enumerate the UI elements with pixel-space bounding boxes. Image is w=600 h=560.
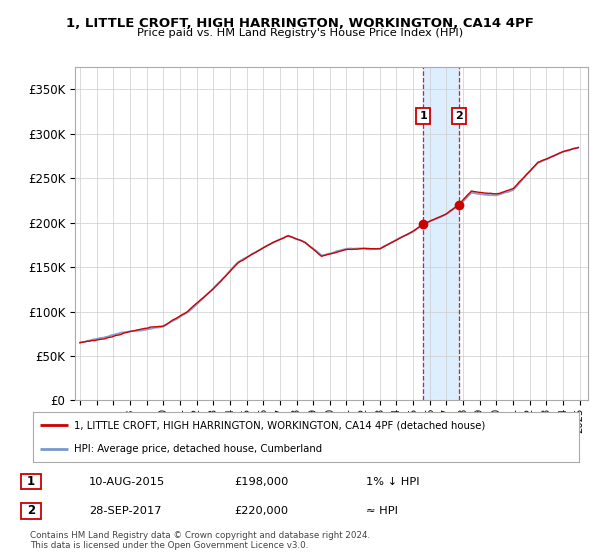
Text: 1: 1	[27, 475, 35, 488]
Text: 1, LITTLE CROFT, HIGH HARRINGTON, WORKINGTON, CA14 4PF: 1, LITTLE CROFT, HIGH HARRINGTON, WORKIN…	[66, 17, 534, 30]
Bar	[423, 67, 459, 400]
Text: £198,000: £198,000	[234, 477, 289, 487]
Text: 1% ↓ HPI: 1% ↓ HPI	[366, 477, 419, 487]
Text: HPI: Average price, detached house, Cumberland: HPI: Average price, detached house, Cumb…	[74, 445, 322, 454]
Text: 10-AUG-2015: 10-AUG-2015	[89, 477, 165, 487]
Text: £220,000: £220,000	[234, 506, 288, 516]
Text: Price paid vs. HM Land Registry's House Price Index (HPI): Price paid vs. HM Land Registry's House …	[137, 28, 463, 38]
Text: ≈ HPI: ≈ HPI	[366, 506, 398, 516]
Text: 1, LITTLE CROFT, HIGH HARRINGTON, WORKINGTON, CA14 4PF (detached house): 1, LITTLE CROFT, HIGH HARRINGTON, WORKIN…	[74, 420, 485, 430]
Text: 1: 1	[419, 111, 427, 121]
Text: 28-SEP-2017: 28-SEP-2017	[89, 506, 161, 516]
Text: 2: 2	[27, 504, 35, 517]
Text: 2: 2	[455, 111, 463, 121]
Text: Contains HM Land Registry data © Crown copyright and database right 2024.
This d: Contains HM Land Registry data © Crown c…	[30, 531, 370, 550]
